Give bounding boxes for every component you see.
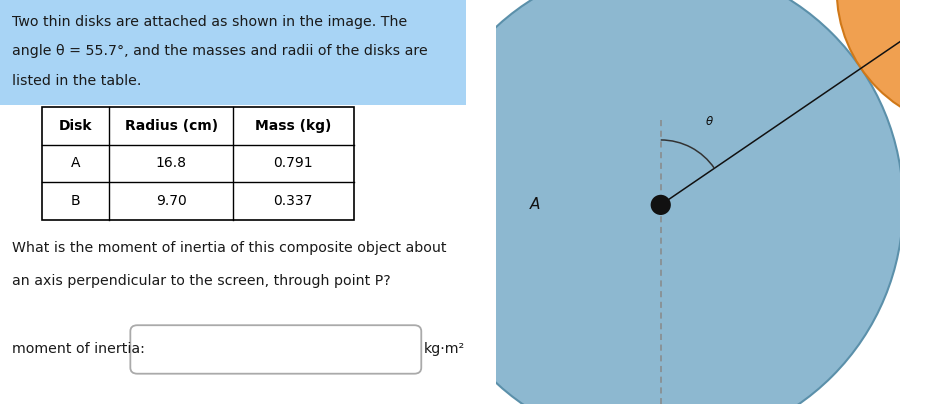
Circle shape bbox=[651, 195, 671, 215]
Text: What is the moment of inertia of this composite object about: What is the moment of inertia of this co… bbox=[11, 242, 446, 255]
Text: angle θ = 55.7°, and the masses and radii of the disks are: angle θ = 55.7°, and the masses and radi… bbox=[11, 44, 427, 58]
Text: $\theta$: $\theta$ bbox=[705, 116, 713, 128]
Text: an axis perpendicular to the screen, through point P?: an axis perpendicular to the screen, thr… bbox=[11, 274, 390, 288]
Text: moment of inertia:: moment of inertia: bbox=[11, 343, 144, 356]
Bar bbox=[0, 0, 466, 105]
Text: Disk: Disk bbox=[59, 119, 92, 133]
Text: A: A bbox=[530, 198, 540, 213]
Circle shape bbox=[837, 0, 931, 129]
Text: Mass (kg): Mass (kg) bbox=[255, 119, 331, 133]
Text: 16.8: 16.8 bbox=[155, 156, 186, 170]
Text: Radius (cm): Radius (cm) bbox=[125, 119, 218, 133]
Text: A: A bbox=[71, 156, 80, 170]
Text: kg·m²: kg·m² bbox=[424, 343, 465, 356]
Text: 0.337: 0.337 bbox=[274, 194, 313, 208]
Text: Two thin disks are attached as shown in the image. The: Two thin disks are attached as shown in … bbox=[11, 15, 407, 29]
Circle shape bbox=[418, 0, 903, 404]
Text: 9.70: 9.70 bbox=[155, 194, 186, 208]
Text: B: B bbox=[71, 194, 80, 208]
Text: listed in the table.: listed in the table. bbox=[11, 74, 141, 88]
Text: 0.791: 0.791 bbox=[274, 156, 313, 170]
FancyBboxPatch shape bbox=[130, 325, 421, 374]
Bar bbox=[42, 107, 354, 220]
